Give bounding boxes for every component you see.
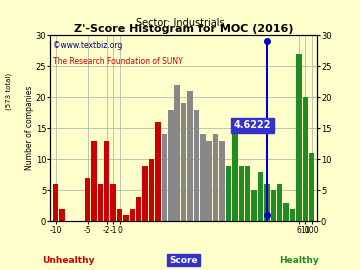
Bar (162, 134, 167, 221)
Bar (175, 85, 180, 221)
Bar (302, 97, 308, 221)
Bar (219, 141, 225, 221)
Bar (123, 215, 129, 221)
Bar (251, 190, 257, 221)
Bar (136, 197, 141, 221)
Text: Unhealthy: Unhealthy (42, 256, 95, 265)
Bar (309, 153, 314, 221)
Bar (130, 209, 135, 221)
Text: Sector: Industrials: Sector: Industrials (136, 18, 224, 28)
Bar (98, 184, 103, 221)
Bar (264, 184, 270, 221)
Title: Z'-Score Histogram for MOC (2016): Z'-Score Histogram for MOC (2016) (74, 24, 293, 34)
Bar (85, 178, 90, 221)
Bar (181, 103, 186, 221)
Bar (277, 184, 282, 221)
Text: Score: Score (169, 256, 198, 265)
Bar (239, 166, 244, 221)
Bar (104, 141, 109, 221)
Bar (200, 134, 206, 221)
Bar (226, 166, 231, 221)
Text: (573 total): (573 total) (6, 72, 12, 110)
Text: 4.6222: 4.6222 (234, 120, 271, 130)
Bar (296, 54, 302, 221)
Bar (53, 184, 58, 221)
Bar (59, 209, 65, 221)
Bar (245, 166, 250, 221)
Y-axis label: Number of companies: Number of companies (25, 86, 34, 170)
Bar (207, 141, 212, 221)
Bar (232, 134, 238, 221)
Bar (149, 159, 154, 221)
Text: ©www.textbiz.org: ©www.textbiz.org (53, 41, 122, 50)
Bar (91, 141, 97, 221)
Bar (143, 166, 148, 221)
Text: The Research Foundation of SUNY: The Research Foundation of SUNY (53, 58, 183, 66)
Bar (290, 209, 295, 221)
Bar (270, 190, 276, 221)
Bar (155, 122, 161, 221)
Bar (187, 91, 193, 221)
Bar (194, 110, 199, 221)
Bar (111, 184, 116, 221)
Text: Healthy: Healthy (279, 256, 319, 265)
Bar (258, 172, 263, 221)
Bar (117, 209, 122, 221)
Bar (283, 203, 289, 221)
Bar (213, 134, 219, 221)
Bar (168, 110, 174, 221)
